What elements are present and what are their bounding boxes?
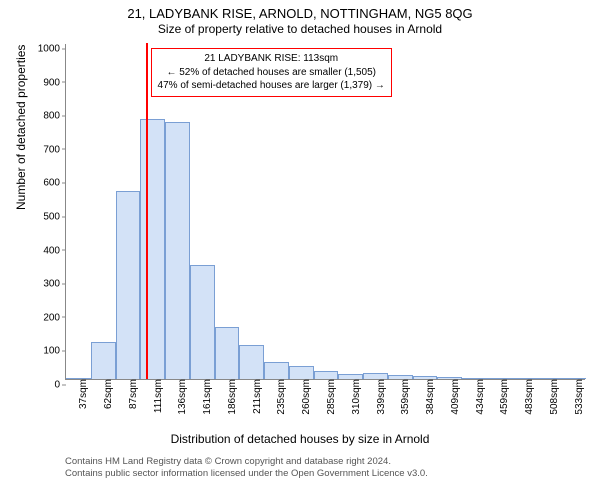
x-tick: 384sqm [425, 379, 436, 415]
y-tick: 500 [43, 212, 66, 223]
histogram-bar [314, 371, 339, 379]
attribution-footer: Contains HM Land Registry data © Crown c… [65, 456, 428, 481]
property-marker-callout: 21 LADYBANK RISE: 113sqm ← 52% of detach… [151, 48, 392, 97]
x-tick: 111sqm [153, 379, 164, 413]
y-tick: 900 [43, 77, 66, 88]
y-axis-label: Number of detached properties [14, 45, 28, 210]
x-tick: 483sqm [524, 379, 535, 415]
callout-line-2: ← 52% of detached houses are smaller (1,… [158, 66, 385, 80]
chart-subtitle: Size of property relative to detached ho… [0, 22, 600, 36]
x-tick: 285sqm [326, 379, 337, 415]
histogram-bar [91, 342, 116, 379]
x-tick: 434sqm [475, 379, 486, 415]
x-tick: 409sqm [450, 379, 461, 415]
histogram-bar [116, 191, 141, 379]
x-axis-label: Distribution of detached houses by size … [0, 432, 600, 446]
footer-line-2: Contains public sector information licen… [65, 468, 428, 480]
callout-line-3: 47% of semi-detached houses are larger (… [158, 79, 385, 93]
y-tick: 700 [43, 144, 66, 155]
x-tick: 235sqm [276, 379, 287, 415]
x-tick: 161sqm [202, 379, 213, 415]
y-tick: 600 [43, 178, 66, 189]
x-tick: 186sqm [227, 379, 238, 415]
x-tick: 508sqm [549, 379, 560, 415]
x-tick: 359sqm [400, 379, 411, 415]
x-tick: 211sqm [252, 379, 263, 414]
x-tick: 459sqm [499, 379, 510, 415]
histogram-bar [140, 119, 165, 379]
y-tick: 0 [54, 380, 66, 391]
chart-title: 21, LADYBANK RISE, ARNOLD, NOTTINGHAM, N… [0, 6, 600, 21]
y-tick: 800 [43, 111, 66, 122]
histogram-bar [215, 327, 240, 379]
x-tick: 310sqm [351, 379, 362, 415]
x-tick: 37sqm [78, 379, 89, 409]
x-tick: 87sqm [128, 379, 139, 409]
footer-line-1: Contains HM Land Registry data © Crown c… [65, 456, 428, 468]
histogram-bar [264, 362, 289, 379]
y-tick: 1000 [38, 44, 66, 55]
property-marker-line [146, 43, 148, 379]
y-tick: 300 [43, 279, 66, 290]
x-tick: 136sqm [177, 379, 188, 415]
y-tick: 400 [43, 245, 66, 256]
histogram-bar [239, 345, 264, 379]
y-tick: 100 [43, 346, 66, 357]
histogram-bar [190, 265, 215, 379]
x-tick: 62sqm [103, 379, 114, 409]
callout-line-1: 21 LADYBANK RISE: 113sqm [158, 52, 385, 66]
x-tick: 533sqm [574, 379, 585, 415]
y-tick: 200 [43, 312, 66, 323]
histogram-bar [165, 122, 190, 379]
x-tick: 339sqm [376, 379, 387, 415]
property-size-chart: 21, LADYBANK RISE, ARNOLD, NOTTINGHAM, N… [0, 0, 600, 500]
x-tick: 260sqm [301, 379, 312, 415]
histogram-bar [289, 366, 314, 379]
